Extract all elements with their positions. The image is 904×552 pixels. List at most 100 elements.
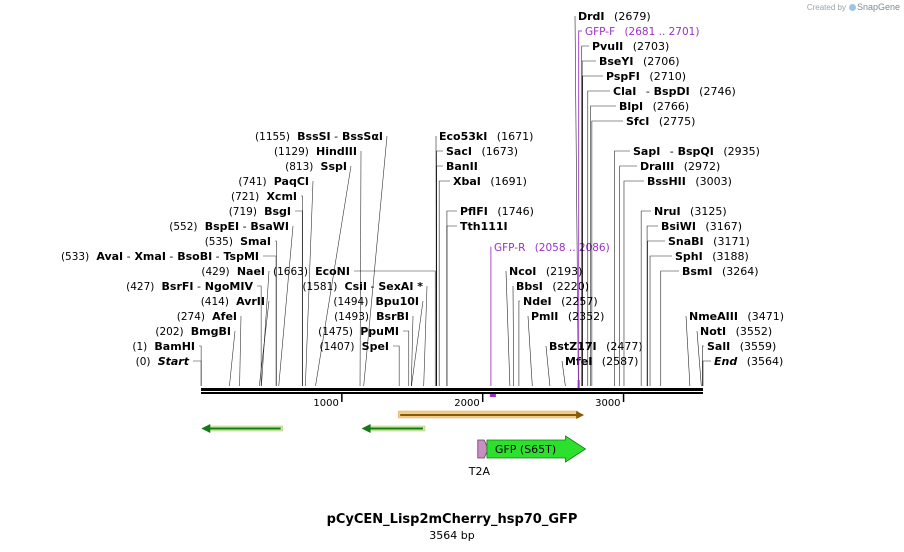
site-label-part: (3167) (702, 220, 742, 233)
site-label-part: NcoI (509, 265, 536, 278)
site-line (436, 165, 443, 386)
site-label-text: (719) BsgI (229, 205, 291, 218)
site-label-part: BsrBI (372, 310, 409, 323)
site-label-part: (2746) (696, 85, 736, 98)
site-label-gfpr: GFP-R (2058 .. 2086) (494, 242, 610, 254)
site-label-part: Bpu10I (372, 295, 419, 308)
site-label-sspi: (813) SspI (285, 160, 347, 173)
site-line (257, 285, 262, 386)
site-line (518, 300, 520, 386)
site-label-part: (3552) (732, 325, 772, 338)
site-label-saci: SacI (1673) (446, 145, 518, 158)
site-line (393, 345, 400, 386)
site-label-text: (429) NaeI (201, 265, 265, 278)
site-label-part: BssSαI (338, 130, 383, 143)
site-label-part: (1581) (302, 281, 340, 293)
site-line (446, 225, 457, 386)
site-label-part: SalI (707, 340, 730, 353)
site-label-part: NruI (654, 205, 681, 218)
site-label-csii: (1581) CsiI - SexAI * (302, 280, 423, 293)
site-label-bstz17i: BstZ17I (2477) (549, 340, 643, 353)
site-label-part: BspEI (201, 220, 239, 233)
site-label-part: Start (154, 355, 190, 368)
site-label-part: (1407) (320, 341, 358, 353)
t2a-feature (477, 439, 489, 459)
site-label-part: (274) (177, 311, 209, 323)
site-label-part: XbaI (453, 175, 481, 188)
site-label-part: PmlI (531, 310, 558, 323)
site-label-banii: BanII (446, 160, 478, 173)
primer-label-part: (2058 .. 2086) (531, 242, 609, 254)
site-label-part: AvrII (232, 295, 265, 308)
site-label-mfei: MfeI (2587) (565, 355, 638, 368)
tick-label: 3000 (595, 398, 620, 409)
site-label-part: (813) (285, 161, 317, 173)
site-line (410, 315, 414, 387)
site-label-text: PflFI (1746) (460, 205, 534, 218)
site-line (527, 315, 533, 387)
site-line (581, 45, 589, 386)
site-label-part: (2775) (655, 115, 695, 128)
site-label-text: (1) BamHI (132, 340, 195, 353)
site-label-part: PspFI (606, 70, 640, 83)
site-label-bsrfi: (427) BsrFI - NgoMIV (126, 280, 253, 293)
site-label-text: (535) SmaI (205, 235, 271, 248)
site-label-text: BstZ17I (2477) (549, 340, 643, 353)
site-label-part: (741) (238, 176, 270, 188)
site-label-part: BsoBI (173, 250, 212, 263)
site-label-part: (429) (201, 266, 233, 278)
site-label-start: (0) Start (136, 355, 190, 368)
site-label-part: DrdI (578, 10, 605, 23)
site-label-text: BanII (446, 160, 478, 173)
site-label-text: GFP-F (2681 .. 2701) (585, 26, 699, 38)
site-label-text: BbsI (2220) (516, 280, 589, 293)
site-label-part: (1475) (318, 326, 356, 338)
site-label-part: (427) (126, 281, 158, 293)
site-label-part: XcmI (263, 190, 297, 203)
site-label-part: Tth111I (460, 220, 508, 233)
site-label-part: SacI (446, 145, 472, 158)
site-line (199, 345, 202, 386)
tick-label: 2000 (454, 398, 479, 409)
site-label-part: BlpI (619, 100, 643, 113)
map-title: pCyCEN_Lisp2mCherry_hsp70_GFP (326, 512, 578, 527)
site-label-text: SfcI (2775) (626, 115, 695, 128)
site-line (505, 270, 511, 387)
site-label-text: Tth111I (460, 220, 508, 233)
site-label-text: NcoI (2193) (509, 265, 582, 278)
site-label-part: SexAI * (375, 280, 424, 293)
site-label-smai: (535) SmaI (205, 235, 271, 248)
site-label-part: - (194, 280, 201, 293)
site-line (295, 210, 303, 386)
site-line (574, 15, 579, 387)
site-label-blpi: BlpI (2766) (619, 100, 689, 113)
site-label-part: End (714, 355, 737, 368)
site-label-text: (274) AfeI (177, 310, 237, 323)
site-label-part: BssHII (647, 175, 686, 188)
site-label-drdi: DrdI (2679) (578, 10, 651, 23)
credit-brand: SnapGene (856, 2, 900, 12)
gfp-label: GFP (S65T) (495, 443, 556, 456)
site-label-text: (414) AvrII (201, 295, 265, 308)
site-line (193, 360, 202, 386)
site-label-part: BsrFI (158, 280, 194, 293)
site-label-afei: (274) AfeI (177, 310, 237, 323)
site-label-part: (2710) (646, 70, 686, 83)
site-label-text: DraIII (2972) (640, 160, 720, 173)
site-label-part: (3003) (692, 175, 732, 188)
site-label-part: (3559) (736, 340, 776, 353)
site-label-part: (2972) (680, 160, 720, 173)
site-label-part: BmgBI (187, 325, 231, 338)
site-label-text: (1663) EcoNI (273, 265, 350, 278)
site-label-text: (1581) CsiI - SexAI * (302, 280, 423, 293)
site-line (640, 210, 651, 386)
primer-line (578, 30, 582, 386)
site-label-text: ClaI - BspDI (2746) (613, 85, 736, 98)
site-line (359, 150, 362, 387)
site-line (587, 90, 610, 386)
site-label-text: Eco53kI (1671) (439, 130, 533, 143)
site-label-part: NdeI (523, 295, 552, 308)
site-label-pmli: PmlI (2352) (531, 310, 604, 323)
site-label-part: (1663) (273, 266, 311, 278)
